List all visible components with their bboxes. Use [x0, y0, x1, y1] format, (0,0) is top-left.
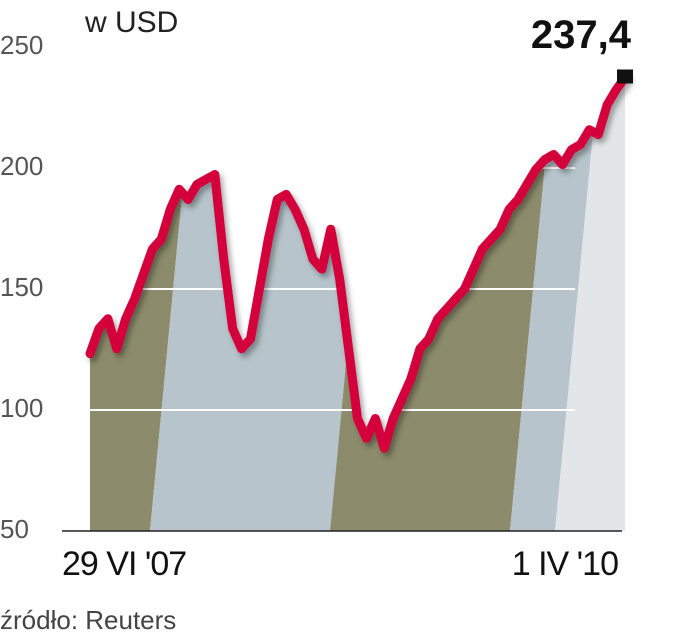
- y-tick-label: 50: [0, 514, 29, 544]
- x-tick-label: 1 IV '10: [512, 545, 618, 583]
- value-label: 237,4: [531, 13, 632, 57]
- y-tick-label: 250: [0, 30, 43, 60]
- source: źródło: Reuters: [0, 605, 176, 635]
- end-marker: [617, 69, 633, 84]
- y-tick-label: 150: [0, 272, 43, 302]
- y-tick-label: 200: [0, 151, 43, 181]
- x-tick-label: 29 VI '07: [62, 545, 186, 583]
- chart-title: w USD: [84, 6, 178, 39]
- line: [85, 72, 630, 453]
- y-tick-label: 100: [0, 393, 43, 423]
